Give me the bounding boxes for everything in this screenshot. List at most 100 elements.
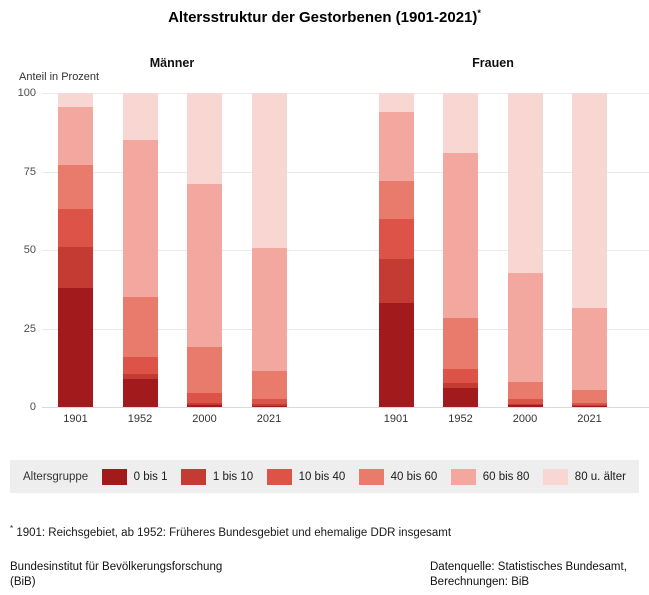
stacked-bar-männer-2000 [187, 93, 222, 407]
legend-item-80-u.-älter: 80 u. älter [542, 468, 626, 485]
bar-segment-80-u.-älter [187, 93, 222, 185]
bar-segment-40-bis-60 [443, 317, 478, 370]
bar-segment-10-bis-40 [187, 392, 222, 403]
bar-segment-40-bis-60 [58, 165, 93, 210]
stacked-bar-männer-1901 [58, 93, 93, 407]
stacked-bar-frauen-1952 [443, 93, 478, 407]
x-tick-label-1952: 1952 [448, 413, 473, 425]
gridline-50 [42, 250, 649, 251]
bar-segment-10-bis-40 [122, 356, 158, 375]
legend-item-1-bis-10: 1 bis 10 [180, 468, 254, 485]
legend-item-label: 10 bis 40 [298, 470, 346, 483]
x-tick-label-2021: 2021 [256, 413, 282, 425]
legend-item-10-bis-40: 10 bis 40 [266, 468, 346, 485]
gridline-0 [42, 407, 649, 408]
gridline-75 [42, 171, 649, 173]
y-tick-label-100: 100 [17, 87, 36, 99]
stacked-bar-frauen-2021 [572, 93, 607, 407]
page-title-text: Altersstruktur der Gestorbenen (1901-202… [168, 9, 478, 26]
legend-swatch-1-bis-10 [180, 468, 206, 485]
bar-segment-10-bis-40 [572, 402, 607, 406]
legend-swatch-40-bis-60 [358, 468, 384, 485]
footer-institution-line1: Bundesinstitut für Bevölkerungsforschung [10, 561, 223, 573]
footnote-marker: * [10, 524, 14, 533]
bar-segment-40-bis-60 [187, 347, 222, 393]
bar-segment-1-bis-10 [507, 404, 543, 406]
legend-title: Altersgruppe [23, 470, 89, 483]
legend-item-label: 1 bis 10 [212, 470, 254, 483]
bar-segment-80-u.-älter [122, 93, 158, 141]
bar-segment-80-u.-älter [443, 93, 478, 153]
legend-swatch-60-bis-80 [450, 468, 476, 485]
bar-segment-40-bis-60 [507, 381, 543, 400]
bar-segment-10-bis-40 [507, 399, 543, 405]
bar-segment-80-u.-älter [507, 93, 543, 273]
y-tick-label-50: 50 [23, 244, 36, 256]
page-title: Altersstruktur der Gestorbenen (1901-202… [0, 8, 649, 26]
bar-segment-40-bis-60 [122, 297, 158, 357]
x-tick-label-1901: 1901 [63, 413, 88, 425]
bar-segment-1-bis-10 [572, 405, 607, 407]
panel-header-frauen: Frauen [472, 56, 514, 70]
y-tick-label-25: 25 [23, 322, 36, 335]
bar-segment-10-bis-40 [58, 209, 93, 247]
footer-source-line2: Berechnungen: BiB [430, 576, 530, 588]
x-tick-label-2021: 2021 [577, 413, 602, 425]
legend-item-40-bis-60: 40 bis 60 [358, 468, 438, 485]
legend: Altersgruppe 0 bis 1 1 bis 10 10 bis 40 40 … [10, 460, 639, 493]
bar-segment-60-bis-80 [378, 111, 414, 181]
x-tick-label-2000: 2000 [192, 413, 217, 425]
legend-item-label: 40 bis 60 [390, 470, 438, 483]
legend-item-label: 0 bis 1 [133, 470, 168, 483]
bar-segment-40-bis-60 [251, 370, 287, 400]
bar-segment-80-u.-älter [572, 93, 607, 309]
x-tick-label-1952: 1952 [127, 413, 153, 425]
legend-item-label: 60 bis 80 [482, 470, 530, 483]
x-tick-label-2000: 2000 [512, 413, 538, 425]
footer-source-line1: Datenquelle: Statistisches Bundesamt, [430, 561, 627, 573]
footer-source: Datenquelle: Statistisches Bundesamt, Be… [430, 560, 627, 590]
gridline-25 [42, 328, 649, 330]
bar-segment-0-bis-1 [187, 404, 222, 407]
y-tick-label-75: 75 [23, 165, 36, 178]
title-footnote-marker: * [477, 8, 481, 18]
bar-segment-60-bis-80 [572, 308, 607, 390]
y-axis-unit-label: Anteil in Prozent [19, 71, 100, 83]
bar-segment-1-bis-10 [58, 246, 93, 288]
bar-segment-60-bis-80 [122, 140, 158, 298]
legend-swatch-80-u.-älter [542, 468, 568, 485]
bar-segment-1-bis-10 [122, 374, 158, 379]
bar-segment-40-bis-60 [378, 180, 414, 219]
bar-segment-60-bis-80 [58, 107, 93, 166]
bar-segment-0-bis-1 [443, 388, 478, 407]
bar-segment-1-bis-10 [378, 259, 414, 304]
footer-institution: Bundesinstitut für Bevölkerungsforschung… [10, 560, 222, 590]
footnote: * 1901: Reichsgebiet, ab 1952: Früheres … [10, 524, 451, 539]
bar-segment-60-bis-80 [251, 248, 287, 371]
bar-segment-0-bis-1 [58, 287, 93, 407]
bar-segment-1-bis-10 [187, 402, 222, 405]
gridline-100 [42, 93, 649, 94]
bar-segment-0-bis-1 [507, 405, 543, 407]
bar-segment-0-bis-1 [251, 405, 287, 407]
bar-segment-80-u.-älter [251, 93, 287, 249]
stacked-bar-frauen-1901 [378, 93, 414, 407]
stacked-bar-männer-2021 [251, 93, 287, 407]
stacked-bar-frauen-2000 [507, 93, 543, 407]
bar-segment-60-bis-80 [187, 184, 222, 348]
stacked-bar-männer-1952 [122, 93, 158, 407]
footer-institution-line2: (BiB) [10, 576, 36, 588]
bar-segment-40-bis-60 [572, 389, 607, 403]
footnote-text: 1901: Reichsgebiet, ab 1952: Früheres Bu… [16, 526, 452, 539]
panel-header-maenner: Männer [149, 56, 195, 70]
bar-segment-10-bis-40 [251, 399, 287, 405]
bar-segment-0-bis-1 [378, 303, 414, 407]
bar-segment-1-bis-10 [251, 404, 287, 406]
bar-segment-0-bis-1 [572, 406, 607, 407]
bar-segment-0-bis-1 [122, 378, 158, 407]
bar-segment-10-bis-40 [378, 218, 414, 260]
legend-swatch-10-bis-40 [266, 468, 292, 485]
bar-segment-60-bis-80 [507, 272, 543, 382]
bar-segment-80-u.-älter [378, 93, 414, 112]
legend-item-60-bis-80: 60 bis 80 [450, 468, 530, 485]
